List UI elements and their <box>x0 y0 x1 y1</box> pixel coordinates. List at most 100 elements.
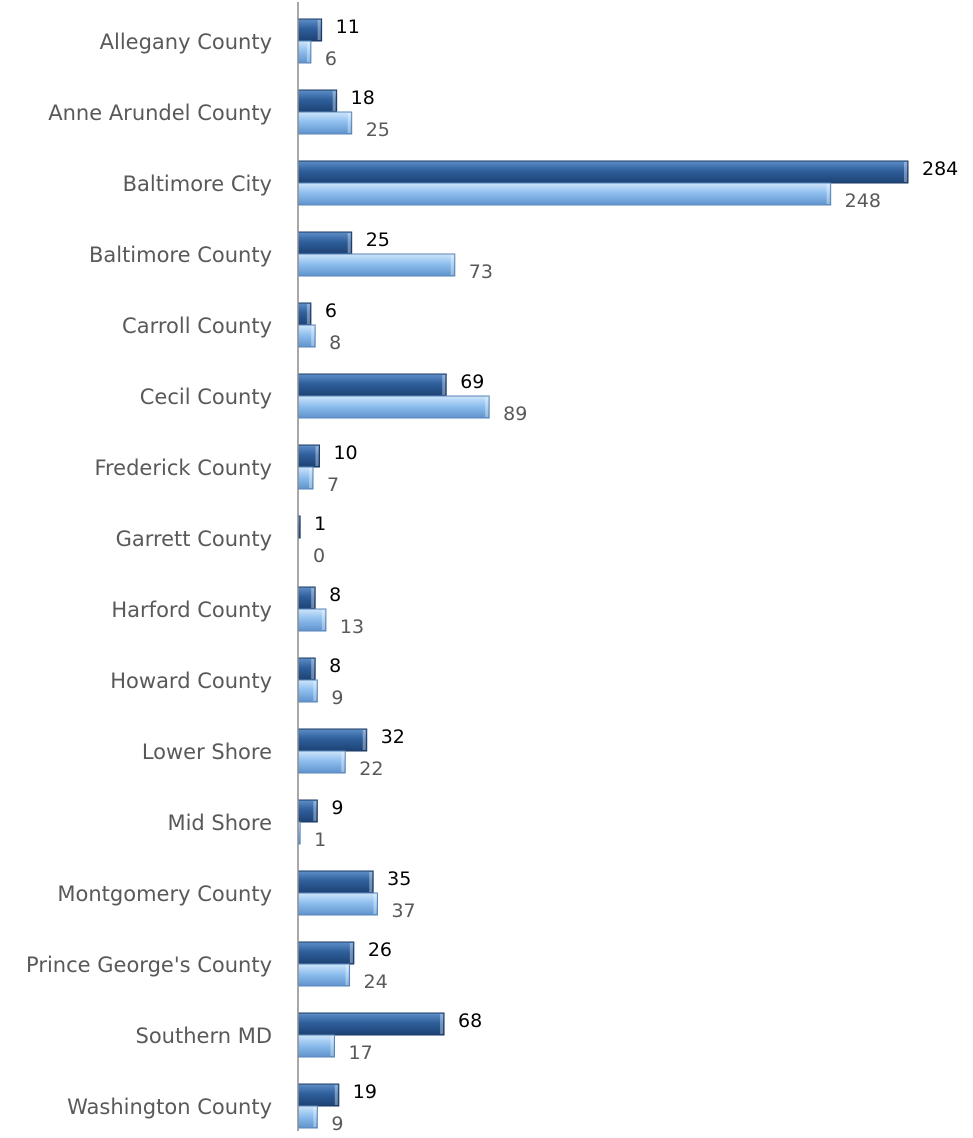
category-label: Frederick County <box>94 456 272 480</box>
bar-highlight <box>373 894 377 914</box>
value-label: 9 <box>331 1113 343 1133</box>
value-label: 8 <box>329 332 341 354</box>
value-label: 1 <box>314 829 326 851</box>
value-label: 22 <box>359 758 383 780</box>
value-label: 35 <box>387 868 411 890</box>
bar-highlight <box>306 304 310 324</box>
value-label: 26 <box>368 939 392 961</box>
category-label: Carroll County <box>122 314 272 338</box>
bar <box>297 728 368 752</box>
value-label: 1 <box>314 513 326 535</box>
bar-highlight <box>904 162 907 182</box>
category-label: Howard County <box>110 669 272 693</box>
category-label: Garrett County <box>116 527 272 551</box>
value-label: 25 <box>366 119 390 141</box>
bar-highlight <box>442 375 446 395</box>
bar <box>297 231 353 255</box>
bar-highlight <box>306 42 310 62</box>
bar <box>297 608 327 632</box>
bar <box>297 963 351 987</box>
bar <box>297 373 447 397</box>
bar-highlight <box>362 730 366 750</box>
value-label: 6 <box>325 300 337 322</box>
bar-highlight <box>347 233 351 253</box>
bar-highlight <box>317 20 321 40</box>
value-label: 68 <box>458 1010 482 1032</box>
bar-highlight <box>313 681 317 701</box>
bar-highlight <box>369 872 373 892</box>
bar <box>297 160 909 184</box>
value-label: 10 <box>333 442 357 464</box>
category-label: Lower Shore <box>142 740 272 764</box>
bar-highlight <box>440 1014 444 1034</box>
bar <box>297 89 338 113</box>
category-label: Mid Shore <box>167 811 272 835</box>
category-label: Allegany County <box>100 30 272 54</box>
bar-highlight <box>330 1036 334 1056</box>
category-labels: Allegany County Anne Arundel County Baltim… <box>26 30 272 1119</box>
value-label: 6 <box>325 48 337 70</box>
bar-highlight <box>485 397 489 417</box>
bar <box>297 395 490 419</box>
value-label: 248 <box>845 190 881 212</box>
bar-highlight <box>311 326 315 346</box>
bar <box>297 111 353 135</box>
category-label: Montgomery County <box>57 882 272 906</box>
value-label: 7 <box>327 474 339 496</box>
bar <box>297 941 355 965</box>
category-label: Southern MD <box>136 1024 273 1048</box>
value-label: 9 <box>331 797 343 819</box>
value-label: 8 <box>329 655 341 677</box>
bar-highlight <box>334 1085 338 1105</box>
bar-highlight <box>321 610 325 630</box>
bars-layer <box>297 18 909 1129</box>
bar-highlight <box>332 91 336 111</box>
bar-highlight <box>313 1107 317 1127</box>
value-label: 284 <box>922 158 958 180</box>
category-label: Harford County <box>111 598 272 622</box>
category-label: Prince George's County <box>26 953 272 977</box>
value-label: 9 <box>331 687 343 709</box>
value-label: 8 <box>329 584 341 606</box>
value-labels: 1161825284248257368698910710813893222913… <box>313 16 958 1135</box>
category-label: Anne Arundel County <box>48 101 272 125</box>
bar-highlight <box>349 943 353 963</box>
bar-highlight <box>347 113 351 133</box>
value-label: 17 <box>349 1042 373 1064</box>
value-label: 89 <box>503 403 527 425</box>
bar <box>297 1034 336 1058</box>
bar <box>297 182 832 206</box>
value-label: 24 <box>364 971 388 993</box>
value-label: 25 <box>366 229 390 251</box>
bar-highlight <box>309 468 313 488</box>
value-label: 73 <box>469 261 493 283</box>
bar-highlight <box>311 659 315 679</box>
value-label: 32 <box>381 726 405 748</box>
bar-highlight <box>450 255 454 275</box>
bar-highlight <box>826 184 830 204</box>
value-label: 19 <box>353 1081 377 1103</box>
value-label: 13 <box>340 616 364 638</box>
value-label: 0 <box>313 545 325 567</box>
bar <box>297 750 346 774</box>
bar <box>297 892 378 916</box>
value-label: 11 <box>336 16 360 38</box>
bar-highlight <box>313 801 317 821</box>
value-label: 18 <box>351 87 375 109</box>
category-label: Baltimore County <box>89 243 272 267</box>
bar-highlight <box>315 446 319 466</box>
bar <box>297 253 456 277</box>
bar-highlight <box>311 588 315 608</box>
category-label: Baltimore City <box>123 172 272 196</box>
category-label: Cecil County <box>140 385 272 409</box>
category-label: Washington County <box>67 1095 272 1119</box>
bar <box>297 1083 340 1107</box>
bar <box>297 870 374 894</box>
value-label: 37 <box>391 900 415 922</box>
bar-highlight <box>341 752 345 772</box>
bar <box>297 1012 445 1036</box>
value-label: 69 <box>460 371 484 393</box>
bar-highlight <box>345 965 349 985</box>
